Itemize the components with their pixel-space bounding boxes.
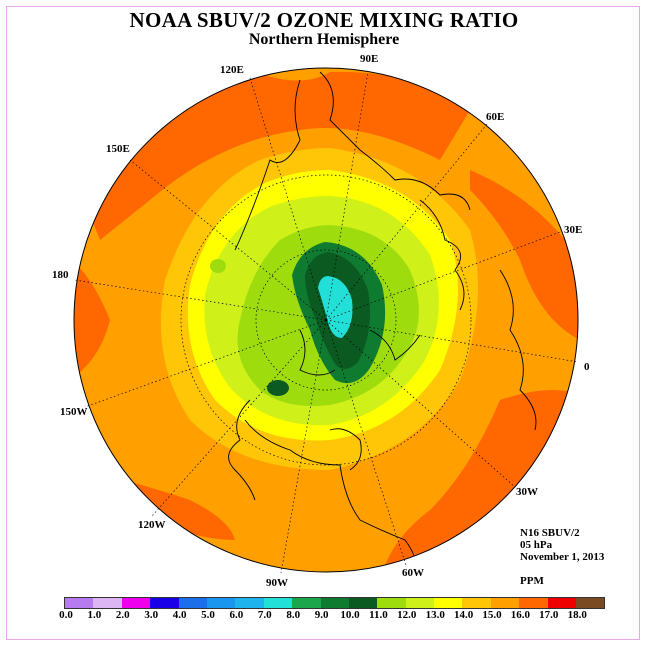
lon-label-120w: 120W <box>138 519 166 531</box>
lon-label-90w: 90W <box>266 577 288 589</box>
lon-label-180: 180 <box>52 269 69 281</box>
coastlines <box>228 71 537 572</box>
colorbar-tick-label: 16.0 <box>510 609 531 621</box>
colorbar-tick-label: 7.0 <box>257 609 272 621</box>
colorbar <box>64 597 606 609</box>
contour-9-small <box>267 380 289 396</box>
colorbar-tick-label: 8.0 <box>286 609 301 621</box>
colorbar-tick-label: 12.0 <box>397 609 417 621</box>
colorbar-swatch <box>547 598 577 608</box>
colorbar-tick-label: 4.0 <box>172 609 187 621</box>
colorbar-tick-label: 0.0 <box>59 609 73 621</box>
colorbar-swatch <box>320 598 349 608</box>
colorbar-tick-label: 10.0 <box>340 609 360 621</box>
colorbar-swatch <box>348 598 378 608</box>
colorbar-swatch <box>178 598 207 608</box>
lon-label-120e: 120E <box>220 64 244 76</box>
contour-16-west <box>74 250 110 380</box>
colorbar-swatch <box>235 598 264 608</box>
lon-label-60e: 60E <box>486 111 504 123</box>
colorbar-swatch <box>206 598 236 608</box>
date-label: November 1, 2013 <box>520 551 605 563</box>
contour-7 <box>318 276 353 338</box>
colorbar-swatch <box>576 598 605 608</box>
figure-frame <box>6 6 640 640</box>
colorbar-ticks: 0.0 1.0 2.0 3.0 4.0 5.0 6.0 7.0 8.0 9.0 10.0 11.0 12… <box>0 609 648 623</box>
units-label: PPM <box>520 575 544 587</box>
colorbar-tick-label: 5.0 <box>201 609 215 621</box>
lon-label-0: 0 <box>584 361 590 373</box>
contour-11-small <box>210 259 226 273</box>
colorbar-swatch <box>377 598 406 608</box>
lon-label-60w: 60W <box>402 567 424 579</box>
colorbar-swatch <box>490 598 520 608</box>
lon-label-150w: 150W <box>60 406 88 418</box>
colorbar-swatch <box>93 598 122 608</box>
colorbar-tick-label: 14.0 <box>453 609 474 621</box>
colorbar-swatch <box>121 598 151 608</box>
colorbar-swatch <box>65 598 94 608</box>
colorbar-swatch <box>405 598 435 608</box>
graticule <box>74 71 579 574</box>
colorbar-swatch <box>292 598 321 608</box>
colorbar-tick-label: 3.0 <box>144 609 159 621</box>
map-title: NOAA SBUV/2 OZONE MIXING RATIO <box>129 8 519 32</box>
instrument-label: N16 SBUV/2 <box>520 527 580 539</box>
colorbar-tick-label: 13.0 <box>425 609 445 621</box>
colorbar-swatch <box>263 598 293 608</box>
colorbar-tick-label: 15.0 <box>482 609 502 621</box>
colorbar-swatch <box>434 598 463 608</box>
colorbar-tick-label: 18.0 <box>567 609 587 621</box>
map-boundary <box>73 67 579 573</box>
colorbar-swatch <box>462 598 491 608</box>
colorbar-tick-label: 2.0 <box>115 609 130 621</box>
colorbar-swatch <box>519 598 548 608</box>
lon-label-30e: 30E <box>564 224 582 236</box>
level-label: 05 hPa <box>520 539 553 551</box>
colorbar-tick-label: 17.0 <box>539 609 559 621</box>
lon-label-90e: 90E <box>360 53 378 65</box>
colorbar-tick-label: 9.0 <box>314 609 329 621</box>
colorbar-tick-label: 11.0 <box>369 609 388 621</box>
lon-label-150e: 150E <box>106 143 130 155</box>
contour-16-east <box>470 170 578 340</box>
colorbar-swatch <box>150 598 179 608</box>
colorbar-tick-label: 6.0 <box>229 609 244 621</box>
lon-label-30w: 30W <box>516 486 538 498</box>
colorbar-tick-label: 1.0 <box>87 609 102 621</box>
map-subtitle: Northern Hemisphere <box>248 31 400 48</box>
